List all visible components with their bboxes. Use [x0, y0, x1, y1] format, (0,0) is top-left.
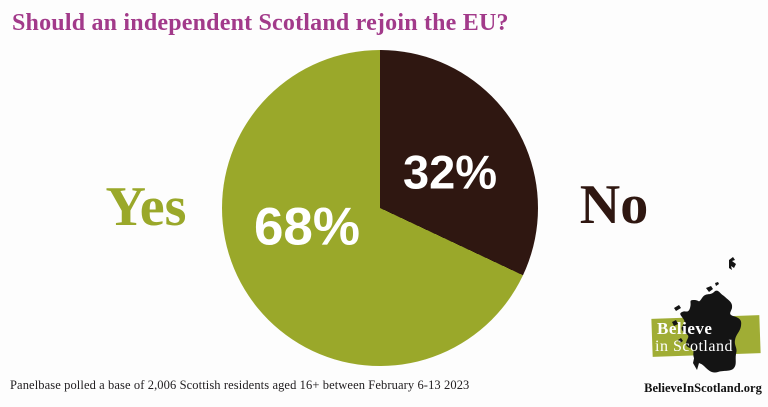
logo-url: BelieveInScotland.org: [644, 381, 762, 395]
logo-line1: Believe: [657, 319, 712, 338]
page-title: Should an independent Scotland rejoin th…: [12, 10, 509, 36]
logo-line2: in Scotland: [655, 338, 733, 355]
label-yes: Yes: [105, 176, 187, 238]
pie-chart: [222, 50, 538, 366]
scotland-map-icon: [672, 257, 742, 373]
pie-value-yes: 68%: [253, 197, 361, 257]
label-no: No: [579, 174, 649, 236]
believe-in-scotland-logo: Believe in Scotland BelieveInScotland.or…: [644, 257, 763, 395]
pie-value-no: 32%: [402, 145, 498, 199]
footnote: Panelbase polled a base of 2,006 Scottis…: [10, 378, 470, 392]
